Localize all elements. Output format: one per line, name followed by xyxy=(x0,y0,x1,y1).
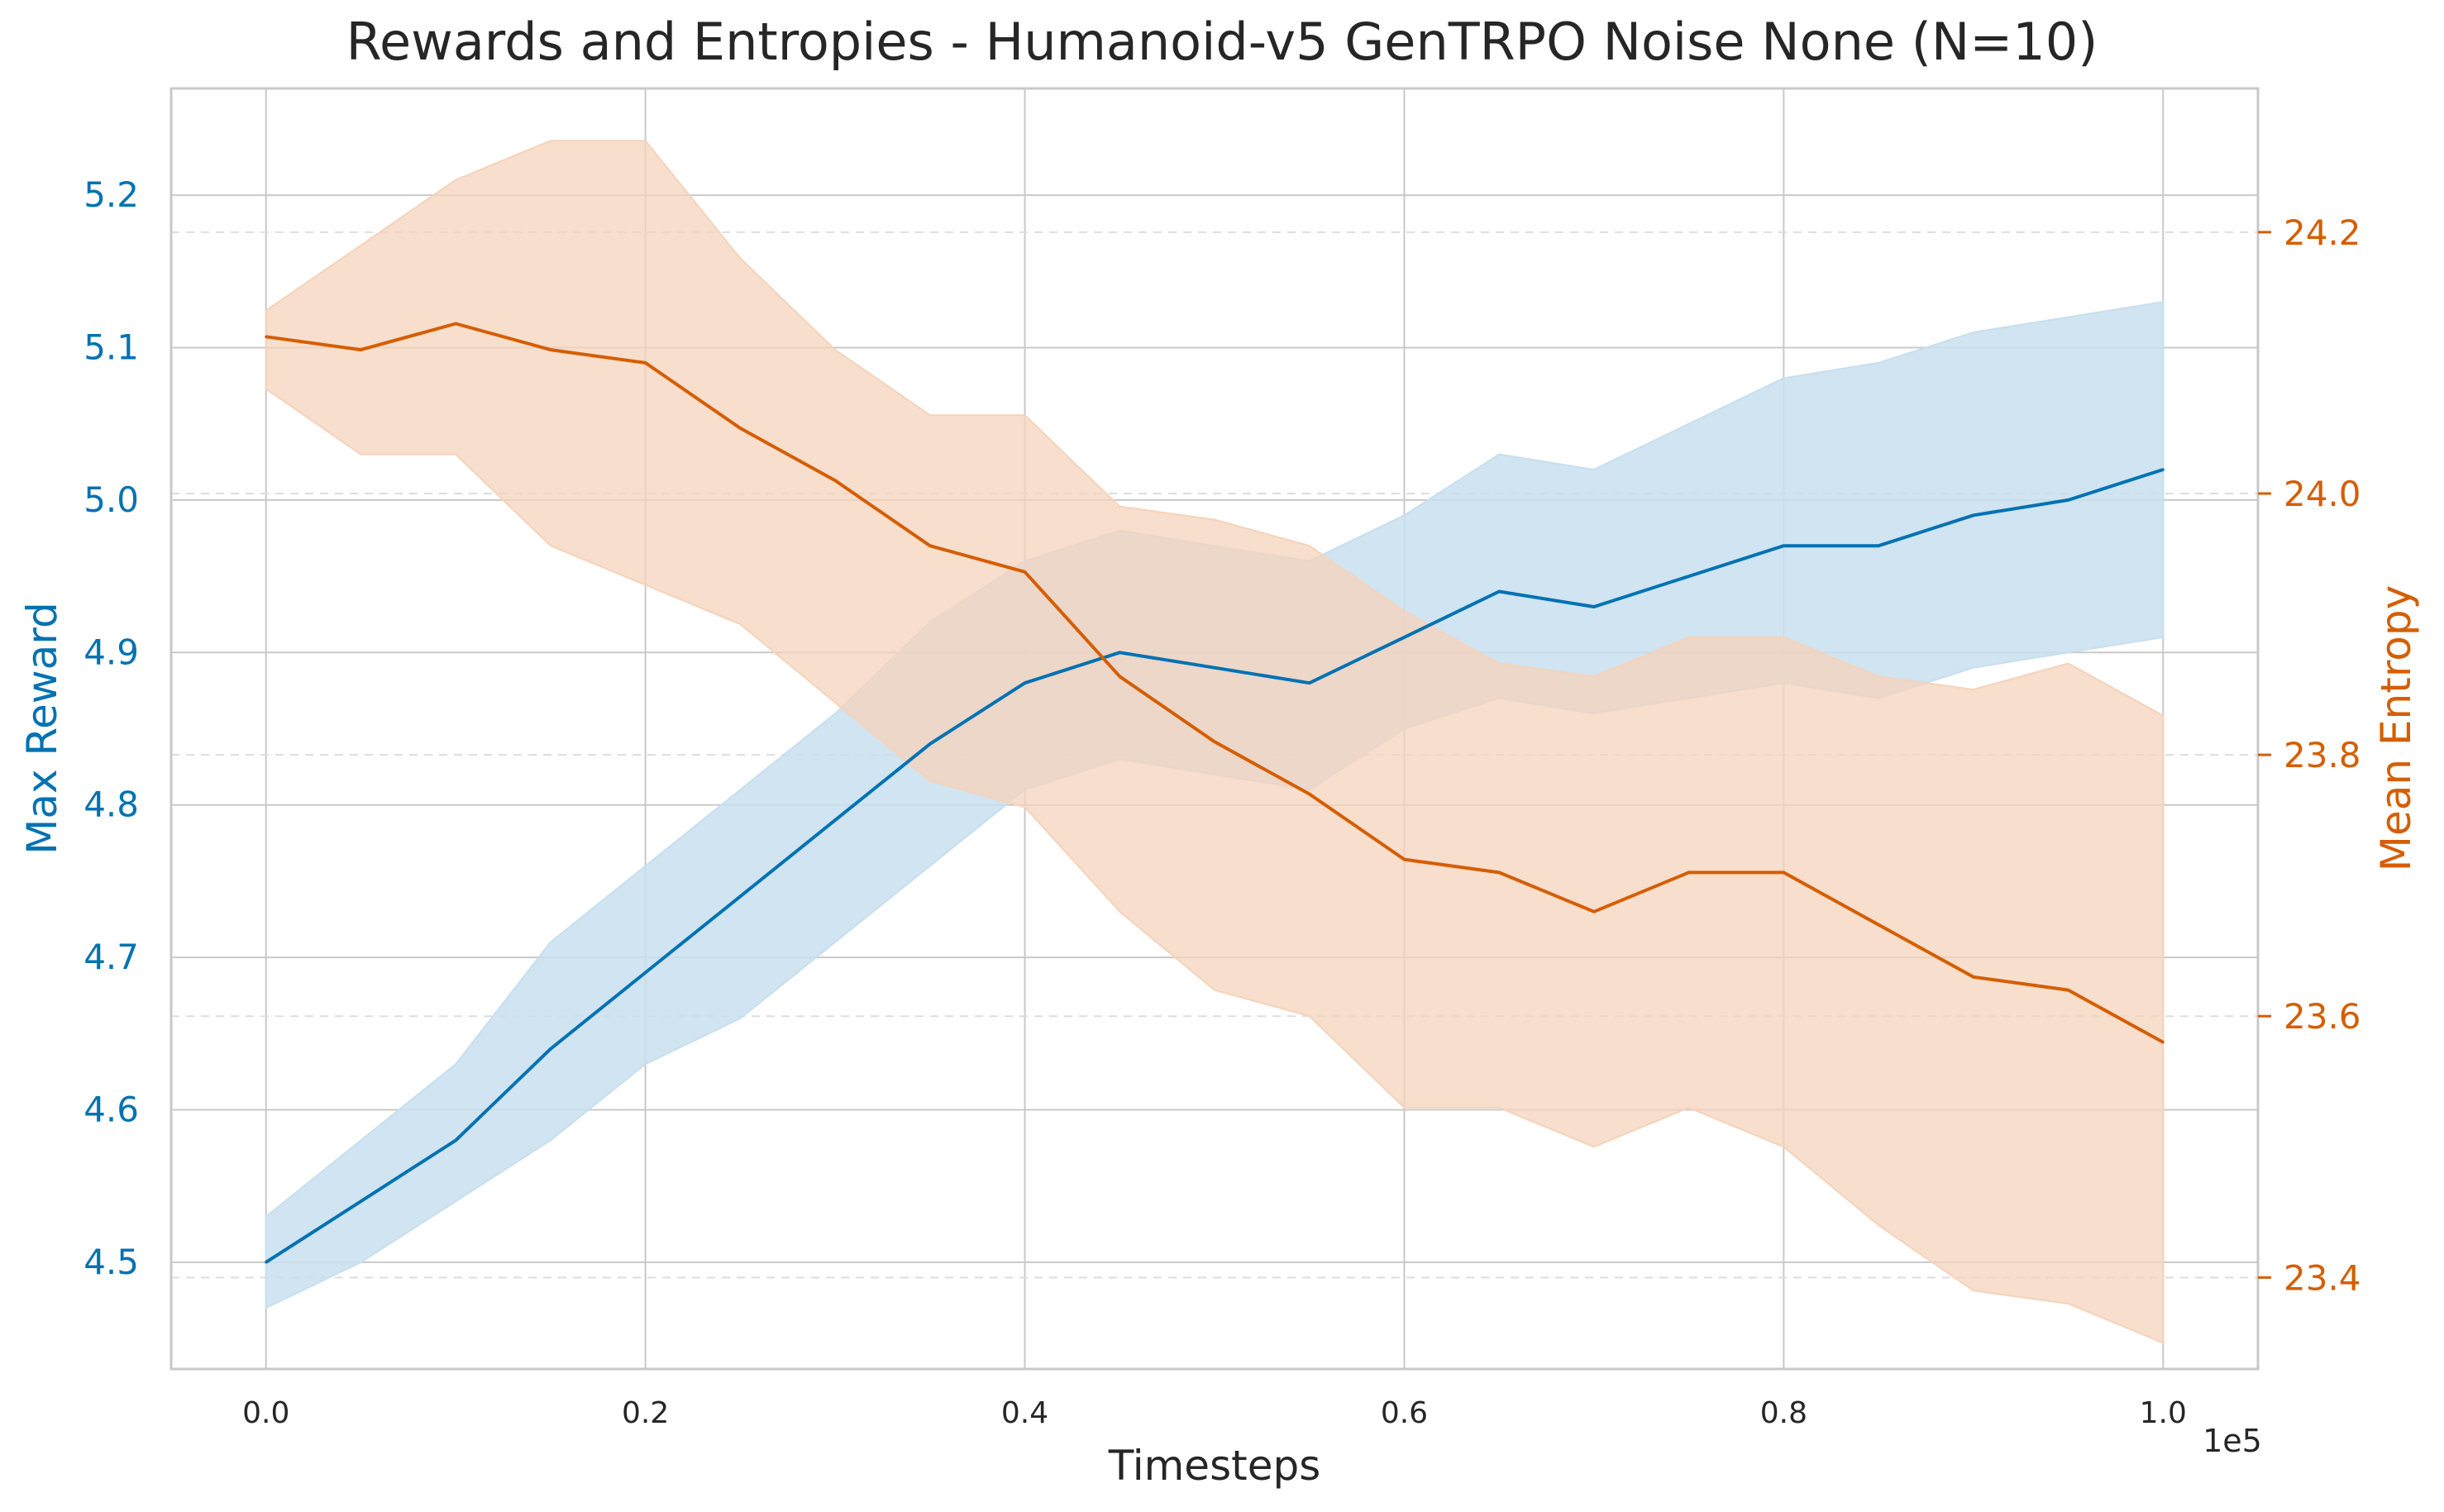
x-axis-offset-text: 1e5 xyxy=(2203,1423,2262,1459)
entropy-mean-line-point xyxy=(549,348,552,351)
reward-series-line xyxy=(265,468,2165,1264)
chart-title: Rewards and Entropies - Humanoid-v5 GenT… xyxy=(346,12,2098,72)
reward-mean-line-point xyxy=(1213,666,1216,670)
reward-mean-line-point xyxy=(644,971,647,975)
reward-mean-line-point xyxy=(833,818,837,822)
entropy-mean-line-point xyxy=(928,544,932,547)
entropy-mean-line-point xyxy=(1687,870,1691,874)
reward-mean-line-point xyxy=(1877,544,1880,547)
left-y-axis-ticks: 4.5 4.6 4.7 4.8 4.9 5.0 5.1 5.2 xyxy=(84,174,139,1282)
reward-mean-line-point xyxy=(1118,651,1121,654)
reward-mean-line-point xyxy=(928,742,932,746)
left-y-tick-label: 4.7 xyxy=(84,937,139,977)
right-y-tick-label: 23.8 xyxy=(2284,735,2361,775)
plot-frame xyxy=(169,87,2260,1371)
right-y-tick-label: 23.4 xyxy=(2284,1257,2361,1298)
x-tick-label: 0.0 xyxy=(242,1396,289,1430)
reward-mean-line-point xyxy=(265,1261,268,1264)
reward-mean-line-point xyxy=(2161,468,2165,471)
entropy-mean-line-point xyxy=(2067,989,2070,992)
reward-mean-line-point xyxy=(1308,681,1311,684)
right-y-tick-label: 24.0 xyxy=(2284,474,2361,514)
reward-mean-line-point xyxy=(359,1200,362,1203)
left-y-tick-label: 5.0 xyxy=(84,479,139,520)
reward-mean-line-point xyxy=(1402,636,1406,639)
entropy-mean-line-point xyxy=(644,361,647,365)
entropy-mean-line-point xyxy=(833,479,837,482)
entropy-mean-line-point xyxy=(359,348,362,351)
entropy-mean-line-point xyxy=(738,427,742,430)
entropy-mean-line-point xyxy=(1782,870,1785,874)
right-y-tick-label: 24.2 xyxy=(2284,212,2361,253)
x-tick-label: 0.8 xyxy=(1760,1396,1807,1430)
x-axis-ticks: 0.0 0.2 0.4 0.6 0.8 1.0 xyxy=(242,1396,2187,1430)
reward-mean-line-point xyxy=(1782,544,1785,547)
x-tick-label: 0.6 xyxy=(1381,1396,1428,1430)
entropy-mean-line-point xyxy=(1118,675,1121,678)
reward-mean-line-point xyxy=(1497,590,1501,594)
left-y-tick-label: 4.8 xyxy=(84,785,139,825)
entropy-mean-line-point xyxy=(1024,570,1027,574)
reward-mean-line-point xyxy=(738,894,742,898)
right-y-tick-label: 23.6 xyxy=(2284,996,2361,1037)
entropy-mean-line-point xyxy=(1877,923,1880,927)
reward-mean-line-point xyxy=(1592,605,1596,608)
reward-mean-line-point xyxy=(1024,681,1027,684)
entropy-mean-line-point xyxy=(1497,870,1501,874)
entropy-mean-line-point xyxy=(265,335,268,338)
reward-mean-line-point xyxy=(2067,498,2070,502)
entropy-mean-line-point xyxy=(1972,975,1975,979)
reward-mean-line-point xyxy=(1972,513,1975,517)
left-y-tick-label: 4.9 xyxy=(84,632,139,672)
left-y-tick-label: 4.5 xyxy=(84,1242,139,1282)
reward-mean-line-point xyxy=(454,1138,457,1142)
entropy-mean-line-point xyxy=(454,322,457,326)
left-y-tick-label: 5.1 xyxy=(84,327,139,367)
right-y-axis-label: Mean Entropy xyxy=(2372,585,2420,871)
entropy-mean-line-point xyxy=(2161,1041,2165,1044)
left-y-tick-label: 4.6 xyxy=(84,1090,139,1130)
entropy-mean-line-point xyxy=(1402,858,1406,861)
entropy-mean-line-point xyxy=(1592,910,1596,913)
entropy-series-line xyxy=(265,322,2165,1044)
x-tick-label: 0.2 xyxy=(622,1396,669,1430)
reward-mean-line-point xyxy=(1687,575,1691,578)
x-tick-label: 1.0 xyxy=(2140,1396,2187,1430)
reward-mean-line-point xyxy=(549,1047,552,1051)
left-y-axis-label: Max Reward xyxy=(18,602,66,854)
left-y-tick-label: 5.2 xyxy=(84,174,139,215)
entropy-mean-line-point xyxy=(1308,793,1311,796)
entropy-mean-line-point xyxy=(1213,740,1216,743)
x-axis-label: Timesteps xyxy=(1108,1442,1321,1490)
x-tick-label: 0.4 xyxy=(1001,1396,1048,1430)
right-y-axis-ticks: 23.4 23.6 23.8 24.0 24.2 xyxy=(2258,212,2361,1298)
